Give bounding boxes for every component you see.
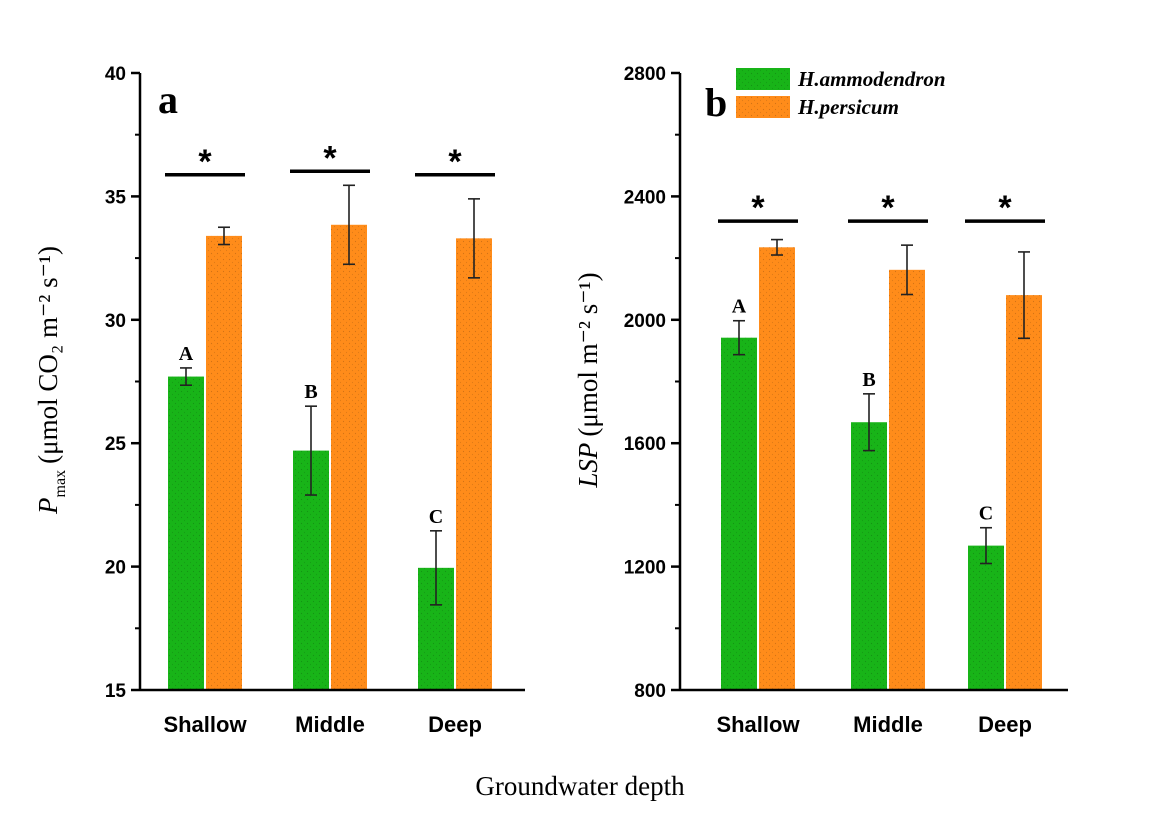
panel-a-category-shallow: Shallow (163, 712, 247, 737)
panel-a-category-deep: Deep (428, 712, 482, 737)
legend-swatch-texture (736, 68, 790, 90)
panel-b-bar-texture (889, 269, 925, 690)
panel-a-letter-B: B (304, 381, 317, 403)
panel-b-category-shallow: Shallow (716, 712, 800, 737)
panel-b-ylabel: LSP(μmol m⁻² s⁻¹) (573, 272, 603, 488)
panel-b-bar-texture (759, 247, 795, 691)
panel-a-ylabel: Pmax(μmol CO₂ m⁻² s⁻¹) (33, 246, 69, 515)
panel-b-bar-texture (1006, 295, 1042, 690)
panel-a-bar-texture (331, 224, 367, 691)
panel-a-category-middle: Middle (295, 712, 365, 737)
panel-b-significance-star: * (881, 189, 895, 227)
panel-a-ytick-label: 15 (105, 681, 127, 702)
panel-a-ytick-label: 20 (105, 558, 126, 579)
panel-b-ytick-label: 800 (634, 681, 666, 702)
panel-b-category-deep: Deep (978, 712, 1032, 737)
panel-b-bar-texture (968, 545, 1004, 690)
panel-a-letter-A: A (179, 343, 194, 365)
panel-b-ytick-label: 2800 (624, 64, 666, 85)
panel-a-significance-star: * (323, 139, 337, 177)
panel-b-ytick-label: 2000 (624, 311, 666, 332)
panel-b-category-middle: Middle (853, 712, 923, 737)
panel-a: A B C * * * 15 20 25 30 35 40 Shallow Middle Deep a (105, 64, 525, 737)
panel-b-letter-C: C (979, 503, 993, 525)
panel-b-ytick-label: 2400 (624, 187, 666, 208)
panel-b-ytick-label: 1600 (624, 434, 666, 455)
panel-a-bar-texture (456, 238, 492, 690)
panel-a-ytick-label: 40 (105, 64, 126, 85)
panel-a-significance-star: * (198, 143, 212, 181)
panel-b-letter-B: B (862, 369, 875, 391)
panel-b-bar-texture (721, 337, 757, 690)
panel-b-label: b (705, 80, 727, 125)
panel-a-bar-texture (168, 376, 204, 690)
panel-a-label: a (158, 77, 178, 122)
panel-a-ytick-label: 35 (105, 187, 127, 208)
panel-a-significance-star: * (448, 143, 462, 181)
legend-label-H.persicum: H.persicum (797, 95, 899, 119)
panel-a-bar-texture (206, 235, 242, 690)
panel-a-ytick-label: 30 (105, 311, 126, 332)
panel-b-ytick-label: 1200 (624, 558, 666, 579)
panel-b-significance-star: * (998, 189, 1012, 227)
panel-b-bar-texture (851, 422, 887, 690)
legend-label-H.ammodendron: H.ammodendron (797, 67, 946, 91)
panel-b: A B C * * * 800 1200 1600 2000 2400 2800 Shallow Midd… (624, 64, 1068, 737)
legend-swatch-texture (736, 96, 790, 118)
panel-a-ytick-label: 25 (105, 434, 127, 455)
panel-b-significance-star: * (751, 189, 765, 227)
x-axis-title: Groundwater depth (475, 771, 685, 801)
panel-b-letter-A: A (732, 296, 747, 318)
panel-a-letter-C: C (429, 506, 443, 528)
